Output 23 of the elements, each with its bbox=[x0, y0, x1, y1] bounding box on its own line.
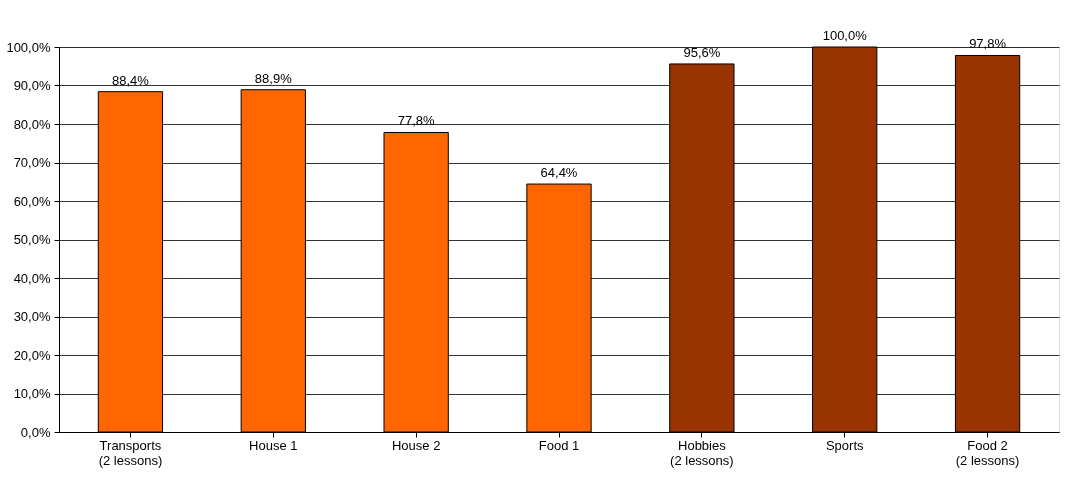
data-label: 95,6% bbox=[683, 44, 721, 60]
x-tick-label: Transports (2 lessons) bbox=[98, 437, 163, 468]
x-tick-label: House 1 bbox=[249, 437, 298, 453]
data-label: 100,0% bbox=[822, 28, 868, 43]
x-tick-label: Food 2 (2 lessons) bbox=[955, 437, 1020, 468]
x-tick-label: Hobbies (2 lessons) bbox=[670, 437, 734, 468]
y-tick-label: 80,0% bbox=[13, 116, 51, 132]
y-tick-label: 40,0% bbox=[13, 270, 51, 286]
y-tick-label: 70,0% bbox=[13, 155, 51, 170]
y-tick-label: 90,0% bbox=[13, 78, 51, 93]
y-tick-label: 60,0% bbox=[13, 193, 51, 209]
y-tick-label: 50,0% bbox=[13, 232, 51, 247]
y-tick-label: 0,0% bbox=[20, 424, 51, 440]
y-tick-label: 20,0% bbox=[13, 347, 51, 363]
data-label: 64,4% bbox=[540, 165, 578, 181]
data-label: 88,4% bbox=[111, 72, 150, 88]
y-tick-label: 100,0% bbox=[6, 39, 51, 55]
x-tick-label: House 2 bbox=[391, 437, 441, 453]
data-label: 88,9% bbox=[254, 70, 293, 86]
x-tick-label: Food 1 bbox=[538, 437, 580, 453]
y-tick-label: 10,0% bbox=[13, 386, 51, 401]
x-tick-label: Sports bbox=[825, 437, 864, 453]
y-tick-label: 30,0% bbox=[13, 309, 51, 324]
